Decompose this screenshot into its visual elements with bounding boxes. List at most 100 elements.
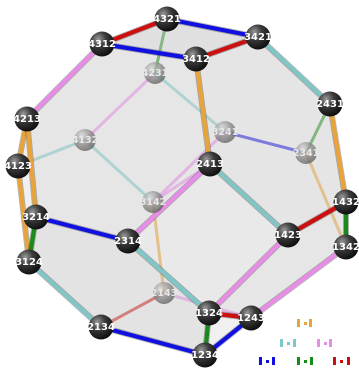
vertex-label: 2431	[316, 99, 344, 110]
legend-mark	[304, 322, 307, 325]
vertex-2431: 2431	[316, 91, 344, 117]
legend-mark	[266, 360, 269, 363]
outer-hull-face	[18, 19, 346, 355]
edge-3214-2314	[33, 214, 131, 244]
vertex-ball	[245, 24, 271, 50]
vertex-1342: 1342	[332, 234, 359, 260]
vertex-ball	[115, 228, 141, 254]
edge-3412-2413	[193, 56, 213, 167]
legend-mark	[287, 342, 290, 345]
solid-faces	[18, 19, 346, 355]
legend-mark	[272, 357, 275, 365]
vertex-label: 4213	[13, 114, 41, 125]
blue-legend	[259, 357, 275, 365]
legend-mark	[340, 360, 343, 363]
vertex-label: 2413	[196, 159, 224, 170]
vertex-label: 2143	[151, 288, 177, 299]
vertex-ball	[16, 249, 42, 275]
legend-mark	[309, 319, 312, 327]
edge-2341-1342	[304, 151, 348, 249]
vertex-label: 1423	[274, 230, 302, 241]
legend-mark	[297, 319, 300, 327]
vertices: 4321 4312 3421 3412 4231 2431 4213 3241 4132 2341…	[4, 6, 359, 368]
vertex-1423: 1423	[274, 222, 302, 248]
left-hexagon-face	[27, 44, 210, 241]
edge-1432-2431	[327, 101, 349, 205]
edge-2413-1423	[207, 161, 291, 238]
vertex-ball	[5, 153, 31, 179]
legend-mark	[310, 357, 313, 365]
vertex-ball	[154, 6, 180, 32]
vertex-1234: 1234	[191, 342, 219, 368]
edge-4312-4213	[24, 41, 105, 122]
vertex-2143: 2143	[151, 282, 177, 304]
edge-4321-3421	[164, 16, 261, 40]
vertex-ball	[88, 314, 114, 340]
vertex-ball	[89, 31, 115, 57]
edge-2314-2413	[125, 161, 213, 244]
legend-mark	[304, 360, 307, 363]
vertex-label: 3214	[22, 212, 50, 223]
edge-4132-3142	[83, 138, 155, 204]
vertex-ball	[74, 129, 96, 151]
legend-mark	[317, 339, 320, 347]
vertex-label: 1243	[237, 313, 265, 324]
vertex-label: 1342	[332, 242, 359, 253]
vertex-label: 2341	[293, 148, 319, 159]
edge-2134-1234	[98, 324, 208, 358]
vertex-label: 2134	[87, 322, 115, 333]
vertex-2341: 2341	[293, 142, 319, 164]
vertex-label: 2314	[114, 236, 142, 247]
red-legend	[333, 357, 350, 365]
vertex-label: 4123	[4, 161, 32, 172]
vertex-label: 1324	[195, 308, 223, 319]
vertex-label: 4132	[72, 135, 98, 146]
vertex-ball	[197, 151, 223, 177]
vertex-ball	[333, 189, 359, 215]
vertex-4312: 4312	[88, 31, 116, 57]
vertex-label: 1432	[332, 197, 359, 208]
vertex-ball	[183, 46, 209, 72]
vertex-label: 3124	[15, 257, 43, 268]
edge-2314-1324	[125, 238, 212, 316]
vertex-label: 3241	[212, 127, 238, 138]
vertex-3214: 3214	[22, 204, 50, 230]
legend-mark	[280, 339, 283, 347]
vertex-2134: 2134	[87, 314, 115, 340]
vertex-label: 3412	[182, 54, 210, 65]
vertex-label: 1234	[191, 350, 219, 361]
vertex-ball	[196, 300, 222, 326]
vertex-ball	[333, 234, 359, 260]
vertex-ball	[317, 91, 343, 117]
edge-3124-2134	[26, 259, 104, 330]
legend-mark	[329, 339, 332, 347]
vertex-label: 4312	[88, 39, 116, 50]
edge-1342-1243	[248, 244, 349, 321]
pink-legend	[317, 339, 332, 347]
vertex-ball	[144, 62, 166, 84]
vertex-ball	[153, 282, 175, 304]
vertex-4321: 4321	[153, 6, 181, 32]
front-faces	[27, 19, 346, 355]
vertex-label: 3142	[140, 197, 166, 208]
vertex-ball	[238, 305, 264, 331]
vertex-4213: 4213	[13, 106, 41, 132]
vertex-ball	[142, 191, 164, 213]
vertex-label: 3421	[244, 32, 272, 43]
vertex-label: 4231	[142, 68, 168, 79]
edge-color-legend	[259, 319, 350, 365]
bottom-right-square-face	[209, 202, 346, 318]
vertex-1243: 1243	[237, 305, 265, 331]
vertex-3241: 3241	[212, 121, 238, 143]
edge-4231-3241	[153, 71, 227, 134]
vertex-3124: 3124	[15, 249, 43, 275]
edge-1423-1324	[206, 232, 291, 316]
vertex-1324: 1324	[195, 300, 223, 326]
vertex-2314: 2314	[114, 228, 142, 254]
vertex-4231: 4231	[142, 62, 168, 84]
vertex-label: 4321	[153, 14, 181, 25]
vertex-3142: 3142	[140, 191, 166, 213]
legend-mark	[293, 339, 296, 347]
legend-mark	[324, 342, 327, 345]
